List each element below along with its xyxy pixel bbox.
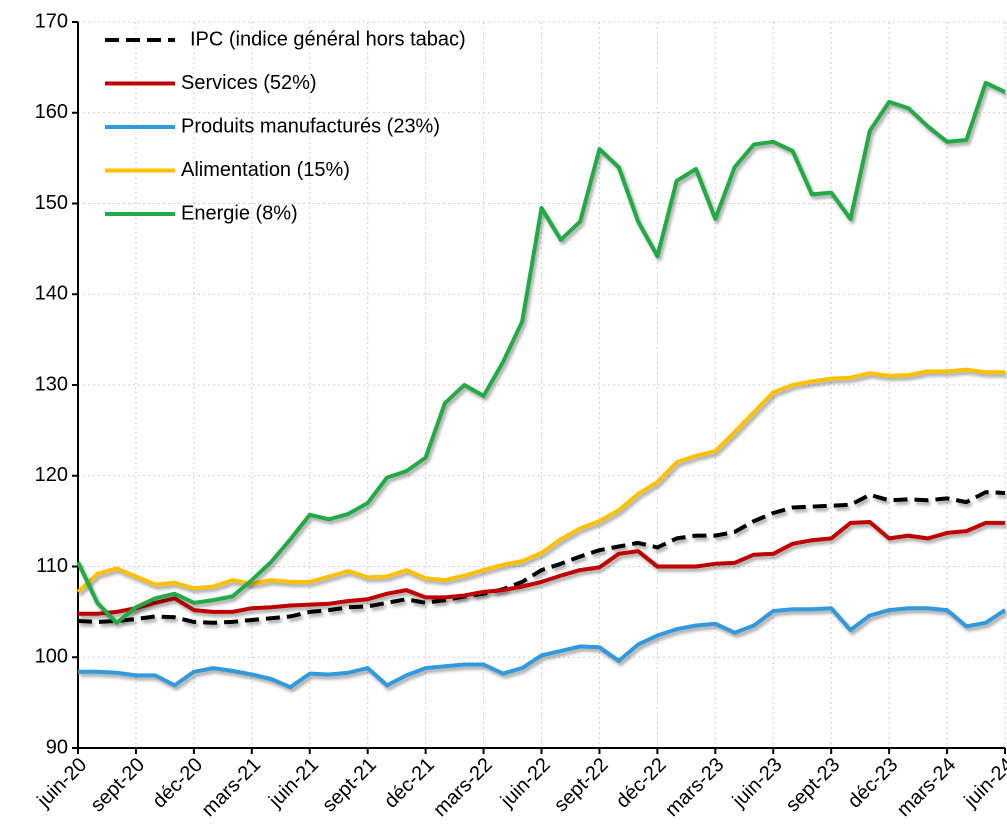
x-tick-label: mars-23 <box>661 754 728 821</box>
series-line <box>77 490 1006 625</box>
x-tick-label: juin-24 <box>960 754 1007 813</box>
legend-label: Services (52%) <box>181 72 317 94</box>
x-tick-label: juin-23 <box>728 754 787 813</box>
x-tick-label: juin-20 <box>33 754 92 813</box>
x-tick-label: mars-24 <box>893 754 960 821</box>
x-tick-label: juin-21 <box>264 754 323 813</box>
series-line <box>76 367 1005 594</box>
series-line <box>76 80 1006 625</box>
x-tick-label: sept-20 <box>86 754 149 817</box>
x-tick-label: sept-23 <box>782 754 845 817</box>
y-tick-label: 100 <box>35 646 68 668</box>
x-tick-label: mars-21 <box>198 754 265 821</box>
x-tick-label: mars-22 <box>429 754 496 821</box>
y-tick-label: 170 <box>35 10 68 32</box>
y-tick-label: 160 <box>35 101 68 123</box>
legend-label: Produits manufacturés (23%) <box>181 115 440 137</box>
y-tick-label: 120 <box>35 464 68 486</box>
y-tick-label: 140 <box>35 283 68 305</box>
y-tick-label: 90 <box>46 736 68 758</box>
y-tick-label: 130 <box>35 373 68 395</box>
x-tick-label: sept-21 <box>318 754 381 817</box>
series-line <box>78 606 1007 690</box>
series-line <box>78 520 1005 616</box>
y-tick-label: 150 <box>35 192 68 214</box>
y-tick-label: 110 <box>36 555 68 577</box>
legend-label: Alimentation (15%) <box>181 159 350 181</box>
x-tick-label: juin-22 <box>496 754 555 813</box>
legend-label: Energie (8%) <box>181 202 298 224</box>
legend-label: IPC (indice général hors tabac) <box>190 28 466 50</box>
x-tick-label: sept-22 <box>550 754 613 817</box>
